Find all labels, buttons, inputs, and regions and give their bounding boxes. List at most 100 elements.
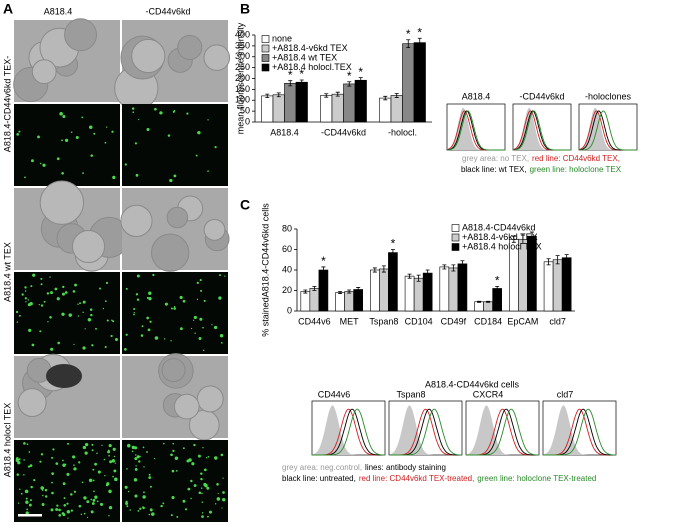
dot <box>134 142 138 145</box>
y-tick-label: 250 <box>235 62 250 72</box>
dot <box>135 173 139 177</box>
neg-area <box>312 405 385 455</box>
legend-segment: red line: CD44v6kd TEX, <box>532 154 620 163</box>
cell <box>161 358 186 383</box>
dot <box>73 464 75 466</box>
dot <box>139 507 142 510</box>
dot <box>82 445 87 450</box>
bar <box>309 288 320 312</box>
dot <box>86 500 90 504</box>
dot <box>190 479 193 483</box>
dot <box>125 502 129 505</box>
dot <box>148 476 152 480</box>
error-bar <box>451 264 456 272</box>
dot <box>215 456 218 459</box>
dot <box>82 172 84 174</box>
error-bar <box>288 80 293 87</box>
dot <box>87 317 92 322</box>
dot <box>159 111 163 115</box>
legend-swatch <box>451 224 460 232</box>
dot <box>172 110 175 113</box>
error-bar <box>442 264 447 270</box>
dot <box>111 130 114 133</box>
dot <box>109 460 113 464</box>
dot <box>124 485 128 489</box>
dot <box>24 176 26 179</box>
dot <box>72 290 76 293</box>
bar <box>388 252 398 312</box>
dot <box>163 338 166 340</box>
annotation: * <box>299 67 304 81</box>
dot <box>135 454 137 456</box>
dot <box>203 468 207 472</box>
dot <box>90 313 93 317</box>
dot <box>124 163 127 166</box>
dot <box>129 509 131 511</box>
bar <box>492 288 502 312</box>
error-bar <box>477 300 482 303</box>
dot <box>170 453 173 457</box>
dot <box>154 336 159 340</box>
error-bar <box>407 273 412 279</box>
histogram-title: Tspan8 <box>396 389 425 399</box>
histogram-line <box>513 110 571 151</box>
dot <box>70 131 73 133</box>
bar <box>404 275 415 312</box>
dot <box>148 291 152 296</box>
dot <box>61 512 65 515</box>
histogram-title: cld7 <box>557 389 574 399</box>
dot <box>24 286 27 289</box>
dot <box>162 502 165 505</box>
dot <box>58 514 62 517</box>
dot <box>134 494 138 498</box>
dot <box>104 345 107 349</box>
error-bar <box>312 286 317 291</box>
dot <box>201 501 204 503</box>
dot <box>92 498 96 502</box>
error-bar <box>299 79 304 85</box>
dot <box>203 299 206 302</box>
dot <box>222 498 226 502</box>
dot <box>108 515 110 517</box>
dot <box>108 443 112 448</box>
dot <box>61 171 64 175</box>
dot <box>70 493 73 496</box>
dot <box>90 154 94 157</box>
dot <box>203 482 207 487</box>
annotation: * <box>391 237 396 251</box>
dot <box>133 311 135 314</box>
dot <box>222 491 225 494</box>
x-tick-label: A818.4 <box>270 127 299 137</box>
dot <box>25 301 27 303</box>
dot <box>93 490 95 493</box>
dot <box>66 510 71 514</box>
dot <box>199 278 202 282</box>
cell <box>203 218 226 241</box>
dot <box>207 455 210 458</box>
error-bar <box>321 266 326 274</box>
bar <box>335 292 345 312</box>
dot <box>25 500 29 504</box>
dot <box>96 452 98 454</box>
dot <box>173 306 176 308</box>
dot <box>146 127 150 132</box>
dot <box>182 447 185 450</box>
dot <box>90 498 93 501</box>
dot <box>149 320 152 323</box>
dot <box>108 454 110 457</box>
dot <box>174 456 179 461</box>
dot <box>200 289 203 292</box>
bar <box>379 97 392 123</box>
dot <box>139 455 141 458</box>
dot <box>84 328 86 330</box>
cell <box>31 59 57 85</box>
error-bar <box>335 91 340 97</box>
dot <box>64 291 68 294</box>
dot <box>23 459 25 461</box>
legend-segment: black line: wt TEX, <box>461 165 527 174</box>
dot <box>77 315 80 317</box>
dot <box>105 281 109 285</box>
neg-area <box>543 405 616 455</box>
dot <box>40 486 45 490</box>
